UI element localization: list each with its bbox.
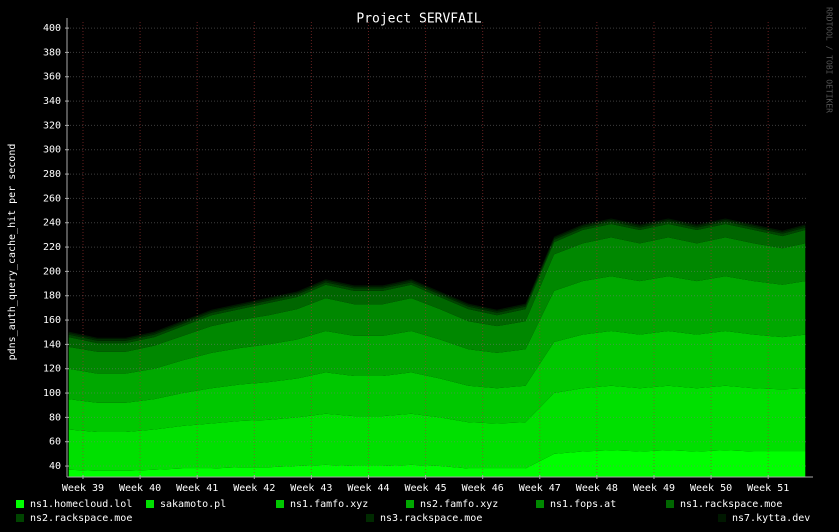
plot-area <box>68 218 806 477</box>
y-tick-label: 100 <box>43 388 61 399</box>
y-tick-label: 220 <box>43 242 61 253</box>
legend-label: ns7.kytta.dev <box>732 513 810 524</box>
y-axis-label: pdns_auth_query_cache_hit per second <box>7 144 18 361</box>
y-tick-label: 380 <box>43 47 61 58</box>
chart-title: Project SERVFAIL <box>356 12 481 27</box>
legend-swatch <box>16 500 24 508</box>
y-tick-label: 280 <box>43 169 61 180</box>
x-tick-label: Week 45 <box>405 483 447 494</box>
y-tick-label: 240 <box>43 218 61 229</box>
x-tick-label: Week 48 <box>576 483 618 494</box>
x-tick-label: Week 41 <box>176 483 218 494</box>
x-tick-label: Week 40 <box>119 483 161 494</box>
area <box>68 450 806 477</box>
legend-swatch <box>718 514 726 522</box>
legend-swatch <box>666 500 674 508</box>
y-tick-label: 320 <box>43 120 61 131</box>
x-tick-label: Week 39 <box>62 483 104 494</box>
legend-swatch <box>536 500 544 508</box>
legend-swatch <box>16 514 24 522</box>
y-tick-label: 200 <box>43 266 61 277</box>
x-tick-label: Week 43 <box>290 483 332 494</box>
legend-label: ns2.famfo.xyz <box>420 499 498 510</box>
y-tick-label: 60 <box>49 437 61 448</box>
legend-label: ns1.rackspace.moe <box>680 499 782 510</box>
area <box>68 237 806 374</box>
legend-swatch <box>276 500 284 508</box>
area <box>68 276 806 403</box>
legend-swatch <box>366 514 374 522</box>
legend-label: ns3.rackspace.moe <box>380 513 482 524</box>
watermark: RRDTOOL / TOBI OETIKER <box>825 7 834 113</box>
x-tick-label: Week 46 <box>462 483 504 494</box>
x-tick-label: Week 50 <box>690 483 732 494</box>
area <box>68 385 806 471</box>
legend-label: ns1.homecloud.lol <box>30 499 132 510</box>
x-tick-label: Week 49 <box>633 483 675 494</box>
y-tick-label: 300 <box>43 145 61 156</box>
legend-label: ns2.rackspace.moe <box>30 513 132 524</box>
x-tick-label: Week 42 <box>233 483 275 494</box>
x-tick-label: Week 44 <box>347 483 389 494</box>
legend-label: ns1.famfo.xyz <box>290 499 368 510</box>
legend-swatch <box>406 500 414 508</box>
y-tick-label: 260 <box>43 193 61 204</box>
area <box>68 331 806 432</box>
y-tick-label: 40 <box>49 461 61 472</box>
legend-swatch <box>146 500 154 508</box>
y-tick-label: 180 <box>43 291 61 302</box>
x-tick-label: Week 51 <box>747 483 789 494</box>
y-tick-label: 140 <box>43 339 61 350</box>
legend-label: ns1.fops.at <box>550 499 616 510</box>
y-tick-label: 120 <box>43 364 61 375</box>
y-tick-label: 360 <box>43 72 61 83</box>
legend-label: sakamoto.pl <box>160 499 226 510</box>
y-tick-label: 160 <box>43 315 61 326</box>
area <box>68 223 806 352</box>
x-tick-label: Week 47 <box>519 483 561 494</box>
y-tick-label: 400 <box>43 23 61 34</box>
y-tick-label: 80 <box>49 412 61 423</box>
y-tick-label: 340 <box>43 96 61 107</box>
